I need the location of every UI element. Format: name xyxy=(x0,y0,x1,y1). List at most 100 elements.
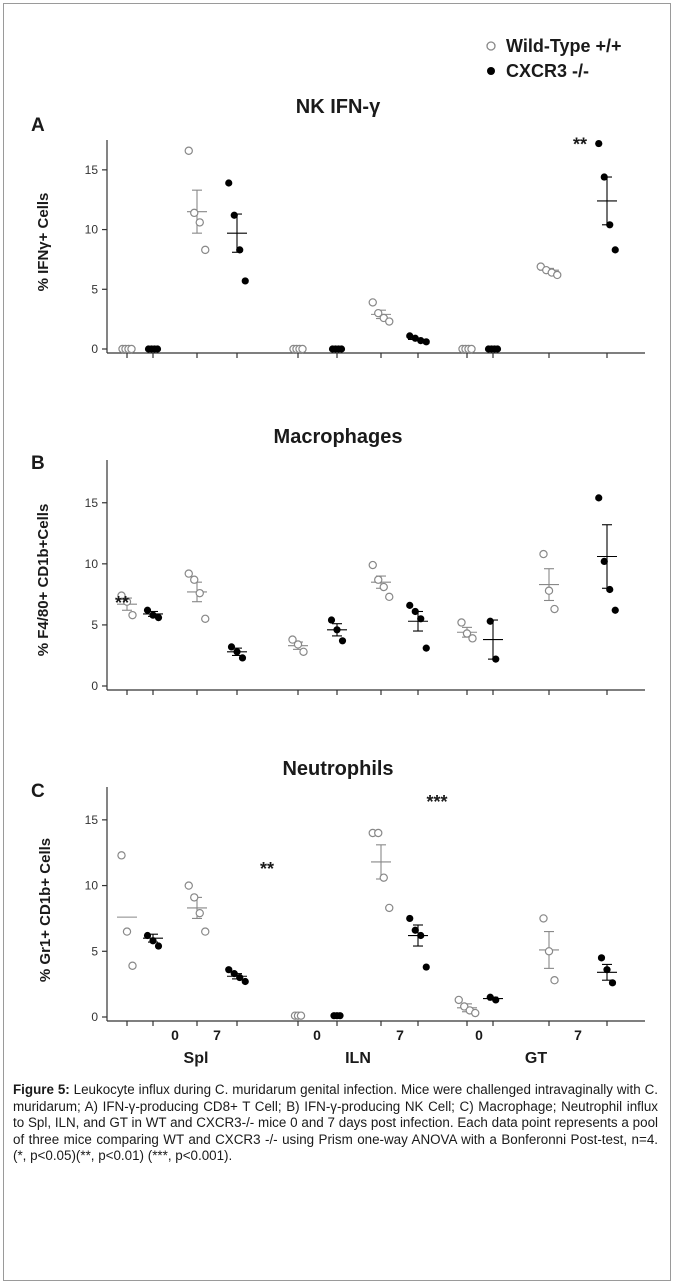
data-point-knockout xyxy=(236,973,244,982)
panel-a: NK IFN-γ A % IFNγ+ Cells 0 5 10 15 ** xyxy=(31,96,645,358)
data-point-knockout xyxy=(422,963,430,971)
data-point-knockout xyxy=(153,345,162,353)
data-point-wildtype xyxy=(368,298,377,307)
panel-title: NK IFN-γ xyxy=(296,96,381,118)
data-point-wildtype xyxy=(550,976,559,985)
x-group-label: Spl xyxy=(184,1050,209,1067)
legend-marker-knockout xyxy=(487,67,495,75)
y-tick-label: 10 xyxy=(85,223,99,237)
data-point-wildtype xyxy=(460,1002,469,1011)
data-point-wildtype xyxy=(195,218,204,227)
data-point-wildtype xyxy=(128,610,137,620)
data-point-wildtype xyxy=(374,828,383,838)
panel-label: C xyxy=(31,781,45,802)
data-point-knockout xyxy=(406,332,414,340)
x-group-label: ILN xyxy=(345,1050,371,1067)
data-point-wildtype xyxy=(184,881,193,890)
data-point-wildtype xyxy=(457,618,466,627)
significance-marker: ** xyxy=(260,859,274,879)
caption-text: Leukocyte influx during C. muridarum gen… xyxy=(13,1082,659,1164)
data-point-wildtype xyxy=(299,647,308,656)
data-point-wildtype xyxy=(128,961,137,970)
y-tick-label: 15 xyxy=(85,813,99,827)
data-point-knockout xyxy=(611,606,619,614)
y-tick-label: 0 xyxy=(91,1010,98,1024)
panel-b: Macrophages B % F4/80+ CD1b+Cells 0 5 10 15 ** xyxy=(31,426,645,695)
data-point-knockout xyxy=(600,173,608,181)
data-point-wildtype xyxy=(379,582,388,592)
data-point-wildtype xyxy=(201,927,210,936)
data-point-knockout xyxy=(154,942,163,950)
figure-chart: Wild-Type +/+ CXCR3 -/- NK IFN-γ A % IFNγ+… xyxy=(31,36,645,1067)
data-point-wildtype xyxy=(468,634,477,643)
data-point-knockout xyxy=(241,977,249,986)
data-point-wildtype xyxy=(467,344,476,354)
data-point-wildtype xyxy=(190,575,199,584)
data-point-wildtype xyxy=(544,947,554,956)
y-tick-label: 5 xyxy=(91,618,98,632)
data-point-wildtype xyxy=(201,614,210,624)
y-tick-label: 5 xyxy=(91,944,98,958)
data-point-knockout xyxy=(608,979,617,987)
panel-title: Macrophages xyxy=(274,426,403,448)
data-point-wildtype xyxy=(201,245,210,255)
data-point-knockout xyxy=(149,611,157,619)
significance-marker: *** xyxy=(426,792,447,812)
data-point-wildtype xyxy=(379,873,388,882)
data-point-knockout xyxy=(600,557,608,565)
y-tick-label: 0 xyxy=(91,342,98,356)
figure-frame xyxy=(3,3,671,1281)
data-point-knockout xyxy=(230,970,238,978)
data-point-knockout xyxy=(595,494,603,502)
data-point-wildtype xyxy=(298,344,307,354)
y-tick-label: 15 xyxy=(85,163,99,177)
data-point-knockout xyxy=(417,615,425,623)
data-point-wildtype xyxy=(374,308,383,318)
data-point-knockout xyxy=(422,338,430,346)
data-point-wildtype xyxy=(454,995,463,1005)
data-point-knockout xyxy=(603,966,611,974)
data-point-knockout xyxy=(143,931,152,940)
data-point-knockout xyxy=(417,931,425,940)
x-group-label: GT xyxy=(525,1050,547,1067)
data-point-knockout xyxy=(230,211,238,219)
panel-label: A xyxy=(31,115,45,136)
data-point-knockout xyxy=(327,616,336,624)
data-point-knockout xyxy=(422,644,430,652)
y-tick-label: 5 xyxy=(91,282,98,296)
data-point-wildtype xyxy=(190,893,199,902)
panel-title: Neutrophils xyxy=(282,758,393,780)
data-point-knockout xyxy=(227,643,236,651)
y-axis-label: % IFNγ+ Cells xyxy=(35,193,52,292)
data-point-knockout xyxy=(337,345,346,353)
data-point-wildtype xyxy=(184,569,193,578)
figure-caption: Figure 5: Leukocyte influx during C. mur… xyxy=(13,1082,658,1165)
data-point-knockout xyxy=(333,626,341,634)
data-point-knockout xyxy=(606,221,614,229)
data-point-wildtype xyxy=(539,914,548,923)
x-tick-label: 0 xyxy=(171,1027,179,1043)
data-point-wildtype xyxy=(553,270,562,280)
data-point-knockout xyxy=(241,277,249,285)
significance-marker: ** xyxy=(573,135,587,155)
data-point-knockout xyxy=(411,334,419,342)
data-point-wildtype xyxy=(195,588,204,598)
data-point-knockout xyxy=(225,966,233,974)
y-tick-label: 10 xyxy=(85,879,99,893)
data-point-knockout xyxy=(233,648,241,656)
y-tick-label: 15 xyxy=(85,496,99,510)
legend-label-wildtype: Wild-Type +/+ xyxy=(506,36,622,56)
y-tick-label: 0 xyxy=(91,679,98,693)
legend: Wild-Type +/+ CXCR3 -/- xyxy=(486,36,622,81)
data-point-wildtype xyxy=(184,146,193,155)
data-point-wildtype xyxy=(544,586,554,595)
data-point-wildtype xyxy=(385,317,394,326)
x-tick-label: 7 xyxy=(574,1027,582,1043)
y-axis-label: % Gr1+ CD1b+ Cells xyxy=(37,838,54,982)
significance-marker: ** xyxy=(115,593,129,613)
data-point-wildtype xyxy=(471,1008,480,1018)
legend-marker-wildtype xyxy=(486,41,496,51)
y-tick-label: 10 xyxy=(85,557,99,571)
y-axis-label: % F4/80+ CD1b+Cells xyxy=(35,504,52,657)
